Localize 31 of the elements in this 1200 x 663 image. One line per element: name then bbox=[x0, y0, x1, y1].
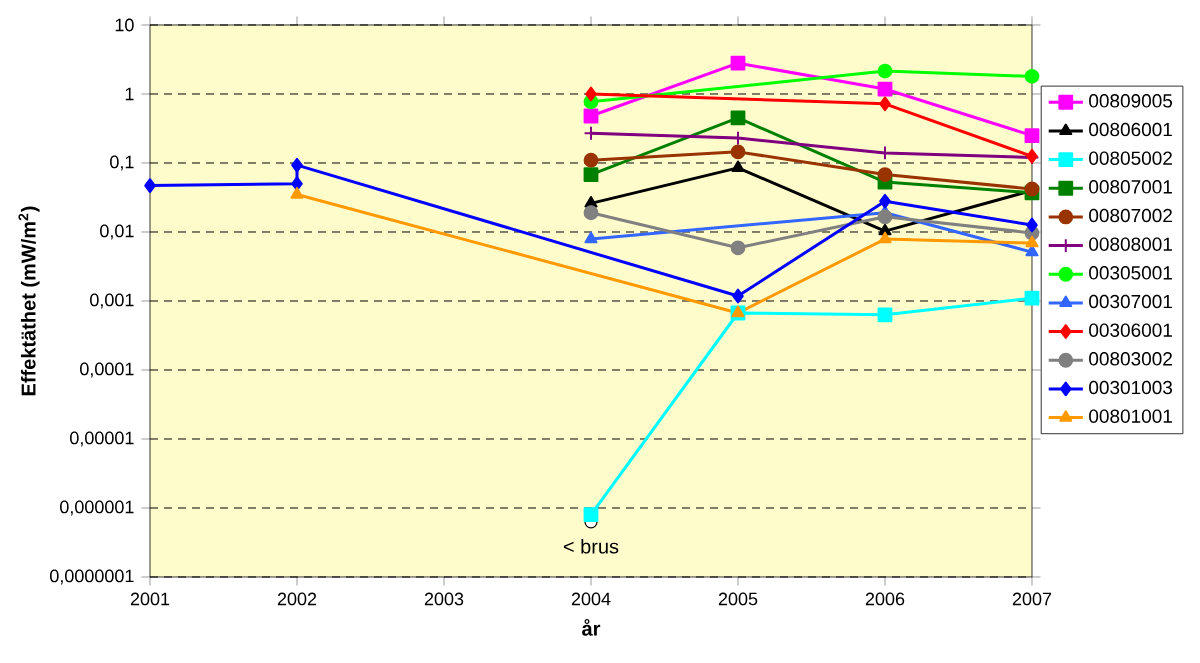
y-tick-label: 0,0000001 bbox=[50, 569, 134, 585]
x-tick-label: 2002 bbox=[277, 592, 317, 606]
legend-label: 00801001 bbox=[1089, 409, 1172, 423]
y-tick-label: 0,000001 bbox=[60, 500, 134, 516]
x-tick-label: 2006 bbox=[865, 592, 905, 606]
legend-label: 00803002 bbox=[1089, 352, 1172, 366]
x-tick-label: 2001 bbox=[130, 592, 170, 606]
legend-label: 00305001 bbox=[1089, 266, 1172, 280]
y-axis-title: Effektäthet (mW/m$^{2}$) bbox=[18, 206, 40, 396]
x-tick-label: 2007 bbox=[1012, 592, 1052, 606]
legend-label: 00809005 bbox=[1089, 94, 1173, 108]
y-tick-label: 0,00001 bbox=[70, 431, 134, 447]
legend-label: 00807001 bbox=[1089, 180, 1172, 194]
legend-label: 00301003 bbox=[1089, 380, 1173, 395]
y-tick-label: 0,01 bbox=[100, 224, 134, 240]
y-tick-label: 1 bbox=[125, 87, 134, 101]
legend-label: 00307001 bbox=[1089, 294, 1172, 309]
y-tick-label: 10 bbox=[115, 18, 134, 32]
x-tick-label: 2005 bbox=[718, 592, 758, 606]
y-tick-label: 0,001 bbox=[90, 293, 134, 309]
legend-label: 00807002 bbox=[1089, 208, 1172, 223]
y-tick-label: 0,1 bbox=[110, 155, 134, 171]
x-axis-title: år bbox=[582, 619, 601, 636]
x-tick-label: 2003 bbox=[424, 592, 464, 606]
legend-label: 00805002 bbox=[1089, 151, 1172, 165]
legend-label: 00806001 bbox=[1089, 122, 1172, 137]
legend-label: 00306001 bbox=[1089, 323, 1172, 337]
y-tick-label: 0,0001 bbox=[80, 362, 134, 378]
x-tick-label: 2004 bbox=[571, 592, 611, 606]
legend-label: 00808001 bbox=[1089, 237, 1172, 251]
annotation: < brus bbox=[563, 538, 619, 554]
